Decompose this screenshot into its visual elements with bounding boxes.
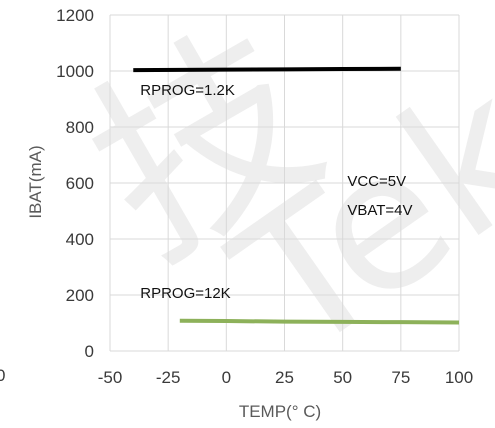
- y-tick-label-6: 1200: [56, 6, 94, 25]
- series-line-1: [179, 318, 460, 325]
- annotation-3: VBAT=4V: [347, 202, 412, 219]
- x-tick-label-5: 75: [391, 368, 410, 387]
- y-tick-label-0: 0: [85, 342, 94, 361]
- annotation-1: RPROG=12K: [140, 285, 230, 302]
- x-tick-label-0: -50: [98, 368, 123, 387]
- y-tick-label-1: 200: [66, 286, 94, 305]
- series-line-0: [133, 66, 401, 73]
- x-tick-label-6: 100: [445, 368, 473, 387]
- x-tick-label-3: 25: [275, 368, 294, 387]
- annotation-2: VCC=5V: [347, 173, 406, 190]
- series-layer: [133, 66, 460, 325]
- y-tick-labels: 0 200 400 600 800 1000 1200: [56, 6, 94, 361]
- y-tick-label-3: 600: [66, 174, 94, 193]
- y-tick-label-4: 800: [66, 118, 94, 137]
- x-tick-label-2: 0: [222, 368, 231, 387]
- y-tick-label-2: 400: [66, 230, 94, 249]
- x-tick-label-1: -25: [156, 368, 181, 387]
- annotations: RPROG=1.2K RPROG=12K VCC=5V VBAT=4V: [140, 82, 412, 302]
- x-axis-title: TEMP(° C): [239, 402, 321, 421]
- y-axis-title: IBAT(mA): [26, 145, 45, 218]
- annotation-0: RPROG=1.2K: [140, 82, 235, 99]
- x-tick-labels: -50 -25 0 25 50 75 100: [98, 368, 473, 387]
- clipped-tick-label: 0: [0, 366, 5, 385]
- watermark: 技 Tek: [53, 0, 495, 397]
- y-tick-label-5: 1000: [56, 62, 94, 81]
- x-tick-label-4: 50: [333, 368, 352, 387]
